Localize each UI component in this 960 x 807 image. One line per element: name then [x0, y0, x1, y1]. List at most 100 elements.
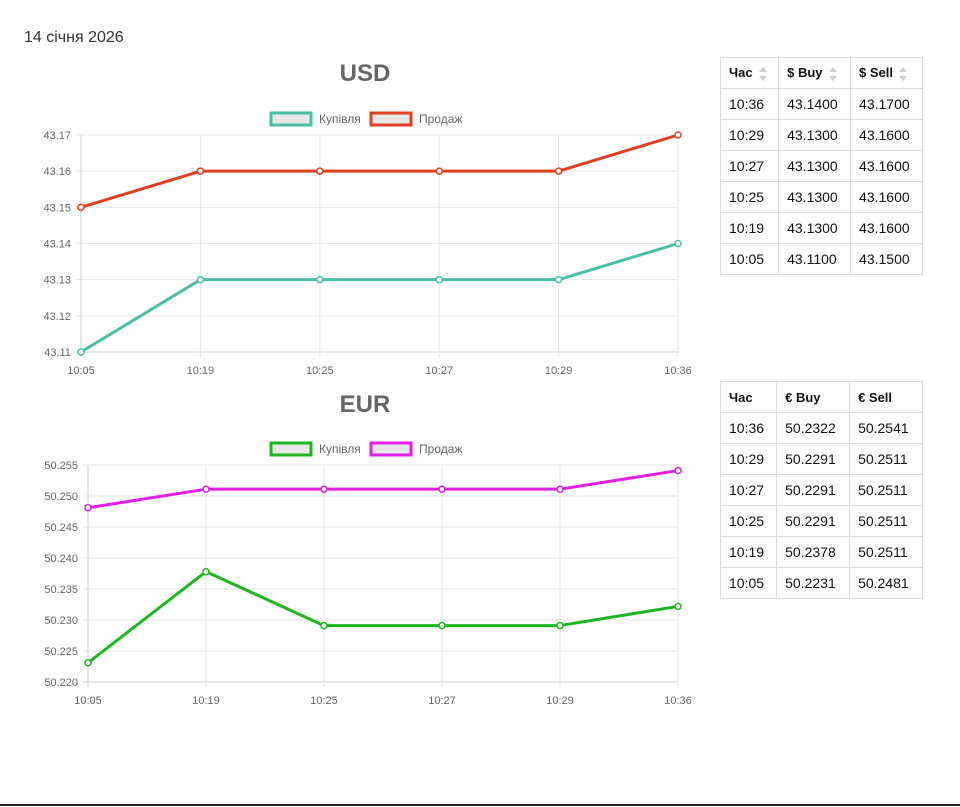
table-row: 10:05 50.2231 50.2481 — [719, 567, 923, 599]
x-tick-label: 10:05 — [74, 695, 102, 707]
x-tick-label: 10:05 — [67, 365, 95, 377]
cell-buy: 50.2291 — [776, 474, 851, 506]
cell-buy: 50.2378 — [776, 536, 851, 568]
y-tick-label: 50.235 — [44, 584, 78, 596]
table-row: 10:36 43.1400 43.1700 — [719, 88, 923, 120]
legend-label: Купівля — [319, 442, 361, 456]
data-point[interactable] — [316, 167, 324, 175]
cell-sell: 43.1700 — [850, 88, 923, 120]
data-point[interactable] — [556, 485, 564, 493]
y-tick-label: 43.15 — [43, 202, 71, 214]
header-sell[interactable]: $ Sell — [850, 57, 923, 89]
data-point[interactable] — [77, 203, 85, 212]
cell-sell: 50.2511 — [849, 443, 923, 475]
table-row: 10:29 50.2291 50.2511 — [719, 443, 923, 475]
cell-time: 10:36 — [719, 412, 778, 444]
series-line-buy — [87, 570, 679, 664]
data-point[interactable] — [435, 167, 443, 175]
date-label: 14 січня 2026 — [24, 29, 124, 46]
table-row: 10:19 50.2378 50.2511 — [719, 536, 923, 568]
y-tick-label: 50.230 — [44, 615, 78, 627]
sort-icon[interactable] — [758, 66, 767, 81]
legend-item-sell[interactable]: Продаж — [369, 441, 462, 457]
legend-item-buy[interactable]: Купівля — [269, 441, 361, 457]
cell-buy: 43.1300 — [778, 119, 852, 151]
data-point[interactable] — [316, 275, 324, 284]
legend-swatch — [269, 111, 313, 127]
y-tick-label: 43.14 — [43, 239, 71, 251]
data-point[interactable] — [202, 567, 210, 576]
data-point[interactable] — [556, 621, 564, 630]
x-tick-label: 10:19 — [192, 695, 220, 707]
x-tick-label: 10:36 — [664, 695, 692, 707]
series-line-sell — [87, 469, 679, 510]
table-row: 10:19 43.1300 43.1600 — [719, 212, 923, 244]
data-point[interactable] — [674, 602, 682, 611]
data-point[interactable] — [674, 466, 682, 475]
table-row: 10:27 50.2291 50.2511 — [719, 474, 923, 506]
y-tick-label: 43.13 — [43, 275, 71, 287]
cell-buy: 50.2231 — [776, 567, 851, 599]
header-label: $ Buy — [787, 65, 823, 81]
sort-icon[interactable] — [899, 66, 908, 81]
cell-time: 10:27 — [719, 474, 778, 506]
x-tick-label: 10:36 — [664, 365, 692, 377]
data-point[interactable] — [438, 485, 446, 493]
header-buy[interactable]: $ Buy — [778, 57, 852, 89]
cell-time: 10:19 — [719, 212, 780, 244]
y-tick-label: 50.220 — [44, 677, 78, 689]
cell-sell: 50.2481 — [849, 567, 923, 599]
cell-buy: 43.1300 — [778, 212, 852, 244]
data-point[interactable] — [202, 485, 210, 493]
cell-sell: 43.1600 — [850, 150, 923, 182]
cell-time: 10:05 — [719, 567, 778, 599]
cell-buy: 43.1100 — [778, 243, 852, 275]
cell-time: 10:19 — [719, 536, 778, 568]
data-point[interactable] — [84, 504, 92, 512]
legend-item-sell[interactable]: Продаж — [369, 111, 462, 127]
data-point[interactable] — [554, 275, 563, 284]
cell-sell: 50.2541 — [849, 412, 923, 444]
cell-time: 10:29 — [719, 119, 780, 151]
data-point[interactable] — [674, 131, 682, 139]
eur-rates-table: Час € Buy € Sell 10:36 50.2322 50.2541 10:2… — [719, 381, 923, 599]
sort-icon[interactable] — [828, 66, 837, 81]
cell-buy: 43.1300 — [778, 181, 852, 213]
data-point[interactable] — [438, 621, 446, 630]
usd-chart-title: USD — [339, 60, 391, 87]
header-label: $ Sell — [859, 65, 894, 81]
legend-item-buy[interactable]: Купівля — [269, 111, 361, 127]
data-point[interactable] — [196, 167, 205, 175]
cell-sell: 43.1600 — [850, 212, 923, 244]
table-row: 10:25 43.1300 43.1600 — [719, 181, 923, 213]
header-time[interactable]: Час — [719, 57, 780, 89]
data-point[interactable] — [320, 621, 328, 630]
header-buy: € Buy — [776, 381, 851, 413]
x-tick-label: 10:29 — [545, 365, 573, 377]
y-tick-label: 43.11 — [44, 347, 71, 359]
y-tick-label: 50.245 — [44, 522, 78, 534]
x-tick-label: 10:25 — [306, 365, 334, 377]
series-line-buy — [80, 242, 679, 354]
table-row: 10:36 50.2322 50.2541 — [719, 412, 923, 444]
x-tick-label: 10:27 — [428, 695, 456, 707]
table-header-row: Час € Buy € Sell — [719, 381, 923, 413]
data-point[interactable] — [196, 275, 205, 284]
cell-time: 10:29 — [719, 443, 778, 475]
data-point[interactable] — [77, 348, 85, 356]
cell-buy: 50.2291 — [776, 505, 851, 537]
legend-swatch — [369, 441, 413, 457]
usd-line-chart: Купівля Продаж 43.11 43.12 43.13 43.14 43.15 43… — [43, 111, 692, 377]
y-tick-label: 50.225 — [44, 646, 78, 658]
cell-sell: 43.1500 — [850, 243, 923, 275]
data-point[interactable] — [320, 485, 328, 493]
eur-line-chart: Купівля Продаж 50.220 50.225 50.230 50.235 50.… — [44, 441, 692, 707]
cell-time: 10:27 — [719, 150, 780, 182]
data-point[interactable] — [674, 239, 682, 248]
y-tick-label: 43.17 — [43, 130, 71, 142]
data-point[interactable] — [84, 659, 92, 667]
header-sell: € Sell — [849, 381, 923, 413]
data-point[interactable] — [435, 275, 443, 284]
data-point[interactable] — [554, 167, 563, 175]
table-header-row: Час $ Buy $ Sell — [719, 57, 923, 89]
